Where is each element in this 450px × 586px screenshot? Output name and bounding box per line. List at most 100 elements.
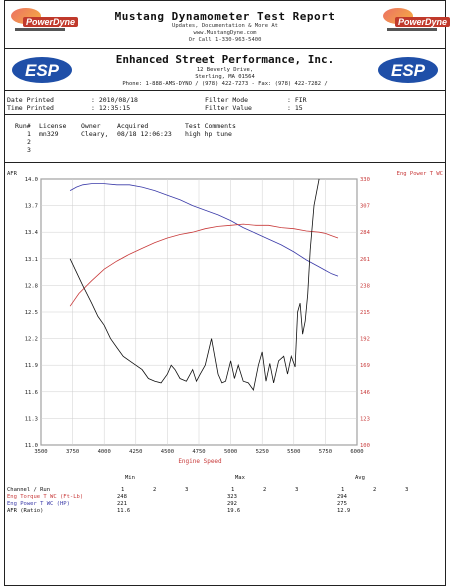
x-tick-label: 5250: [256, 449, 269, 455]
powerdyne-logo-text: PowerDyne: [395, 17, 450, 27]
x-axis-label: Engine Speed: [178, 458, 222, 465]
summary-max-run-2: 2: [263, 487, 267, 493]
y-right-axis-label: Eng Power T WC: [397, 171, 443, 177]
powerdyne-logo-text: PowerDyne: [23, 17, 79, 27]
y-left-tick-label: 11.6: [25, 390, 38, 396]
summary-afr-min: 11.6: [117, 508, 131, 514]
summary-afr-avg: 12.9: [337, 508, 351, 514]
y-right-tick-label: 100: [360, 443, 370, 449]
date-printed-value: : 2010/08/18: [91, 96, 138, 104]
summary-group-min: Min: [125, 475, 135, 481]
shop-block: ESP Enhanced Street Performance, Inc. 12…: [5, 49, 445, 91]
report-title: Mustang Dynamometer Test Report: [114, 10, 336, 23]
run-1-license: mn329: [39, 130, 59, 138]
run-1-acquired: 08/18 12:06:23: [117, 130, 172, 138]
summary-afr-label: AFR (Ratio): [7, 508, 44, 514]
y-left-tick-label: 12.8: [25, 283, 38, 289]
y-left-tick-label: 14.0: [25, 177, 38, 183]
x-tick-label: 6000: [350, 449, 363, 455]
esp-logo-text: ESP: [25, 61, 60, 80]
summary-avg-run-3: 3: [405, 487, 409, 493]
summary-avg-run-1: 1: [341, 487, 345, 493]
summary-power-max: 292: [227, 501, 237, 507]
date-printed-label: Date Printed: [7, 96, 54, 104]
summary-min-run-3: 3: [185, 487, 189, 493]
x-tick-label: 4500: [161, 449, 174, 455]
header-line-2: www.MustangDyne.com: [193, 30, 257, 36]
y-right-tick-label: 192: [360, 337, 370, 343]
runs-header-owner: Owner: [81, 122, 101, 130]
y-right-tick-label: 215: [360, 310, 370, 316]
x-tick-label: 5750: [319, 449, 332, 455]
y-right-tick-label: 146: [360, 390, 370, 396]
y-right-tick-label: 330: [360, 177, 370, 183]
x-tick-label: 5000: [224, 449, 237, 455]
summary-max-run-1: 1: [231, 487, 235, 493]
x-tick-label: 3750: [66, 449, 79, 455]
runs-header-comments: Test Comments: [185, 122, 236, 130]
summary-group-max: Max: [235, 475, 245, 481]
run-2-number: 2: [27, 138, 31, 146]
summary-min-run-1: 1: [121, 487, 125, 493]
runs-header-license: License: [39, 122, 67, 130]
y-right-tick-label: 238: [360, 283, 370, 289]
summary-avg-run-2: 2: [373, 487, 377, 493]
dyno-chart-svg: AFR Eng Power T WC Engine Speed 3500 3750…: [7, 171, 443, 465]
x-tick-label: 4000: [98, 449, 111, 455]
filter-value-value: : 15: [287, 104, 303, 112]
run-1-owner: Cleary,: [81, 130, 109, 138]
runs-header-acquired: Acquired: [117, 122, 149, 130]
x-tick-label: 4750: [192, 449, 205, 455]
x-tick-label: 4250: [129, 449, 142, 455]
x-tick-label: 3500: [34, 449, 47, 455]
x-tick-label: 5500: [287, 449, 300, 455]
dyno-chart: AFR Eng Power T WC Engine Speed 3500 3750…: [5, 164, 445, 469]
powerdyne-underline-icon: [387, 28, 437, 31]
power-series-line: [69, 183, 339, 277]
run-3-number: 3: [27, 146, 31, 154]
summary-group-avg: Avg: [355, 475, 365, 481]
summary-torque-label: Eng Torque T WC (Ft-Lb): [7, 494, 84, 500]
filter-mode-value: : FIR: [287, 96, 307, 104]
summary-torque-max: 323: [227, 494, 237, 500]
y-left-tick-label: 12.2: [25, 337, 38, 343]
y-right-tick-label: 261: [360, 257, 370, 263]
shop-name: Enhanced Street Performance, Inc.: [115, 53, 335, 66]
y-left-tick-label: 13.1: [25, 257, 38, 263]
summary-power-label: Eng Power T WC (HP): [7, 501, 70, 507]
run-1-number: 1: [27, 130, 31, 138]
y-right-tick-label: 123: [360, 416, 370, 422]
y-left-tick-label: 11.0: [25, 443, 38, 449]
afr-series-line: [69, 178, 320, 391]
time-printed-value: : 12:35:15: [91, 104, 131, 112]
summary-torque-min: 248: [117, 494, 127, 500]
summary-channel-label: Channel / Run: [7, 487, 51, 493]
summary-table: Min Max Avg Channel / Run 1 2 3 1 2 3 1 …: [5, 469, 445, 529]
powerdyne-logo-right: PowerDyne: [383, 6, 450, 34]
header-line-1: Updates, Documentation & More At: [172, 23, 278, 29]
summary-torque-avg: 294: [337, 494, 347, 500]
esp-logo-icon: ESP: [12, 57, 72, 83]
powerdyne-underline-icon: [15, 28, 65, 31]
report-header: PowerDyne Mustang Dynamometer Test Repor…: [5, 1, 450, 49]
summary-afr-max: 19.6: [227, 508, 241, 514]
torque-series-line: [69, 223, 339, 307]
shop-phone: Phone: 1-888-AMS-DYNO / (978) 422-7273 -…: [122, 81, 328, 87]
filter-mode-label: Filter Mode: [205, 96, 249, 104]
y-left-tick-label: 11.9: [25, 363, 38, 369]
shop-address-1: 12 Beverly Drive,: [196, 67, 254, 73]
y-left-tick-label: 13.4: [25, 230, 39, 236]
print-info: Date Printed : 2010/08/18 Time Printed :…: [5, 91, 445, 115]
filter-value-label: Filter Value: [205, 104, 252, 112]
esp-logo-icon: ESP: [378, 57, 438, 83]
y-left-tick-label: 11.3: [25, 416, 38, 422]
runs-table: Run# License Owner Acquired Test Comment…: [5, 115, 445, 163]
summary-min-run-2: 2: [153, 487, 157, 493]
summary-max-run-3: 3: [295, 487, 299, 493]
y-right-tick-label: 307: [360, 204, 370, 210]
run-1-comments: high hp tune: [185, 130, 232, 138]
shop-address-2: Sterling, MA 01564: [195, 74, 255, 80]
powerdyne-logo-left: PowerDyne: [11, 6, 79, 34]
y-right-tick-label: 284: [360, 230, 371, 236]
report-page: PowerDyne Mustang Dynamometer Test Repor…: [4, 0, 450, 586]
